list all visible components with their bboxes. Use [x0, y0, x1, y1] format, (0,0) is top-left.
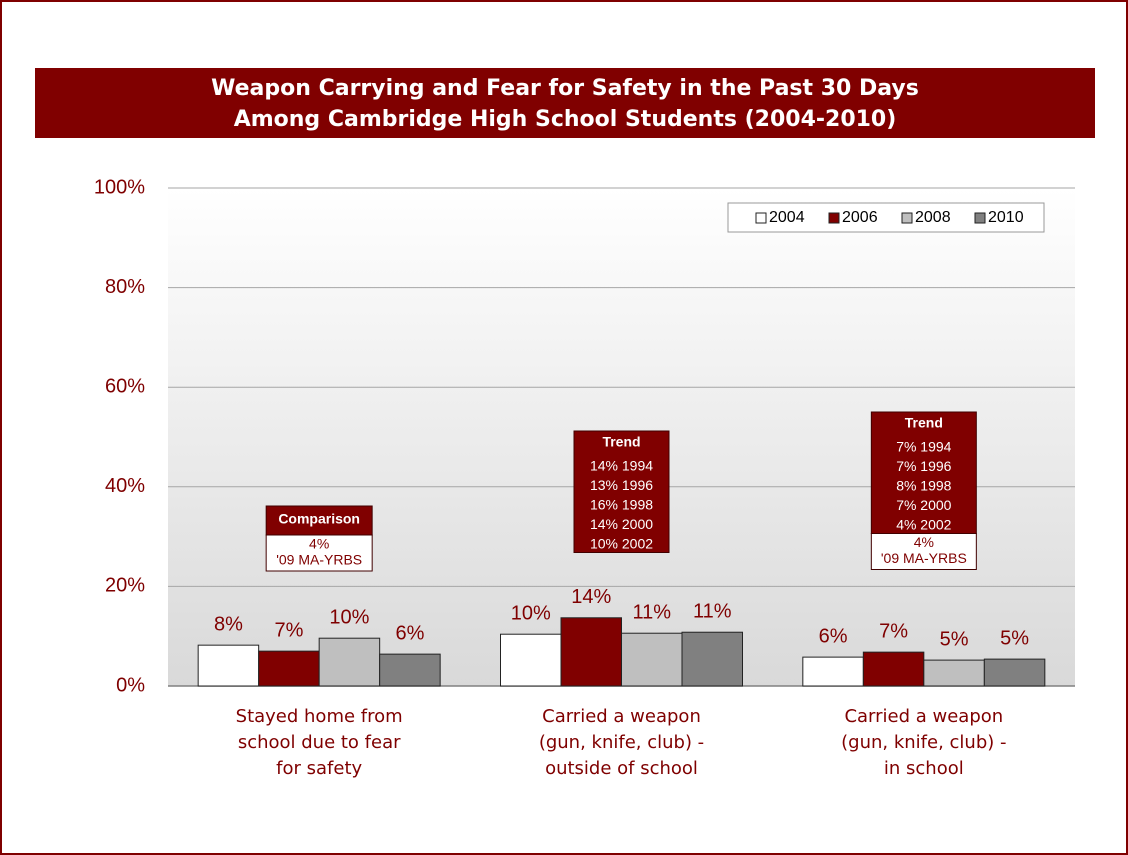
annotation-line: 7% 1996 — [896, 458, 951, 474]
data-label: 10% — [511, 602, 551, 624]
data-label: 14% — [571, 586, 611, 608]
legend-swatch — [901, 212, 913, 224]
bar — [802, 656, 864, 687]
legend-label: 2008 — [915, 209, 951, 226]
data-label: 5% — [1000, 627, 1029, 649]
x-tick-label: (gun, knife, club) - — [841, 732, 1006, 753]
data-label: 10% — [329, 606, 369, 628]
legend-label: 2010 — [988, 209, 1024, 226]
y-tick-label: 40% — [105, 475, 145, 497]
annotation-note: 4% — [309, 536, 329, 552]
legend-label: 2006 — [842, 209, 878, 226]
y-tick-label: 80% — [105, 276, 145, 298]
legend-swatch — [828, 212, 840, 224]
annotation-box — [265, 505, 373, 536]
data-label: 6% — [395, 622, 424, 644]
x-tick-label: outside of school — [545, 758, 698, 779]
bar — [560, 617, 622, 687]
annotation-line: 14% 1994 — [590, 458, 653, 474]
annotation-line: 13% 1996 — [590, 477, 653, 493]
annotation-line: 4% 2002 — [896, 517, 951, 533]
bar — [983, 658, 1046, 687]
bar — [197, 644, 260, 687]
data-label: 11% — [693, 600, 732, 622]
annotation-line: 7% 2000 — [896, 497, 951, 513]
chart-title: Among Cambridge High School Students (20… — [234, 107, 897, 132]
legend-box — [727, 202, 1045, 233]
annotation-note-box — [265, 534, 373, 572]
annotation-line: 7% 1994 — [896, 439, 951, 455]
x-tick-label: Carried a weapon — [844, 706, 1003, 727]
y-tick-label: 60% — [105, 375, 145, 397]
annotation-note: 4% — [914, 534, 934, 550]
data-label: 7% — [274, 619, 303, 641]
title-band — [35, 68, 1095, 138]
y-tick-label: 0% — [116, 674, 145, 696]
bar — [681, 631, 743, 687]
bar — [923, 659, 985, 687]
annotation-line: 10% 2002 — [590, 536, 653, 552]
data-label: 8% — [214, 613, 243, 635]
annotation-title: Trend — [602, 434, 640, 450]
annotation-line: 16% 1998 — [590, 497, 653, 513]
annotation-note: '09 MA-YRBS — [881, 550, 967, 566]
bar — [500, 633, 562, 687]
bar — [862, 651, 925, 687]
x-tick-label: in school — [884, 758, 964, 779]
annotation-line: 14% 2000 — [590, 516, 653, 532]
legend-swatch — [755, 212, 767, 224]
x-tick-label: for safety — [276, 758, 362, 779]
bar — [258, 650, 320, 687]
x-tick-label: Stayed home from — [236, 706, 403, 727]
annotation-box — [573, 430, 670, 553]
data-label: 6% — [819, 625, 848, 647]
legend-label: 2004 — [769, 209, 805, 226]
annotation-line: 8% 1998 — [896, 478, 951, 494]
x-tick-label: (gun, knife, club) - — [539, 732, 704, 753]
x-tick-label: school due to fear — [238, 732, 401, 753]
legend-swatch — [974, 212, 986, 224]
data-label: 5% — [940, 628, 969, 650]
y-tick-label: 20% — [105, 575, 145, 597]
annotation-title: Comparison — [278, 511, 360, 527]
bar — [379, 653, 441, 687]
annotation-note-box — [870, 533, 977, 570]
data-label: 11% — [632, 601, 671, 623]
bar — [621, 632, 683, 687]
y-tick-label: 100% — [94, 176, 145, 198]
bar — [318, 637, 381, 687]
chart-title: Weapon Carrying and Fear for Safety in t… — [211, 76, 919, 101]
x-tick-label: Carried a weapon — [542, 706, 701, 727]
annotation-note: '09 MA-YRBS — [276, 552, 362, 568]
annotation-title: Trend — [905, 415, 943, 431]
data-label: 7% — [879, 620, 908, 642]
